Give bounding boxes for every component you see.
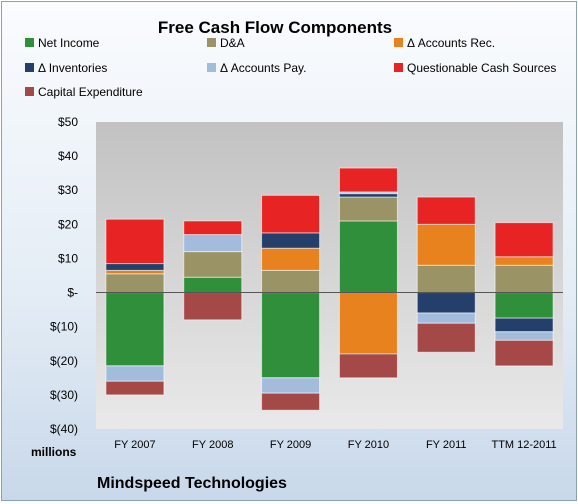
x-tick-label: FY 2009: [270, 439, 311, 451]
bar-segment: [416, 292, 476, 314]
legend-label: D&A: [220, 36, 245, 50]
legend-label: Net Income: [38, 36, 100, 50]
y-tick-label: $40: [58, 149, 78, 163]
bar-segment: [261, 232, 321, 249]
x-tick-label: FY 2010: [348, 439, 389, 451]
bar-segment: [261, 377, 321, 394]
y-tick-label: $20: [58, 217, 78, 231]
y-tick-label: $30: [58, 183, 78, 197]
bar-segment: [105, 380, 165, 396]
bar-segment: [105, 365, 165, 382]
bar-segment: [494, 264, 554, 294]
bar-segment: [494, 256, 554, 266]
bar-segment: [183, 251, 243, 278]
legend: Net Income D&A Δ Accounts Rec. Δ Inventorie…: [25, 36, 556, 99]
y-tick-label: $50: [58, 115, 78, 129]
bar-segment: [494, 292, 554, 319]
bar-segment: [183, 292, 243, 321]
bar-segment: [338, 220, 398, 294]
bar-segment: [494, 317, 554, 333]
legend-swatch: [25, 38, 34, 47]
y-axis: $50 $40 $30 $20 $10 $- $(10) $(20) $(30) $(40): [50, 115, 78, 436]
bar-segment: [494, 331, 554, 341]
legend-label: Δ Accounts Pay.: [220, 61, 307, 75]
legend-label: Δ Inventories: [38, 61, 107, 75]
bar-segment: [105, 292, 165, 367]
bar-segment: [261, 269, 321, 294]
bar-segment: [416, 196, 476, 225]
bar-segment: [105, 218, 165, 265]
legend-label: Questionable Cash Sources: [407, 61, 556, 75]
unit-label: millions: [31, 445, 77, 459]
bar-segment: [338, 167, 398, 193]
legend-swatch: [25, 87, 34, 96]
y-tick-label: $10: [58, 251, 78, 265]
y-tick-label: $(40): [50, 422, 78, 436]
x-axis: FY 2007 FY 2008 FY 2009 FY 2010 FY 2011 TTM 1…: [114, 439, 556, 451]
x-tick-label: TTM 12-2011: [491, 439, 556, 451]
bar-segment: [105, 273, 165, 294]
bar-segment: [105, 263, 165, 271]
legend-swatch: [207, 38, 216, 47]
chart-title: Free Cash Flow Components: [158, 18, 392, 37]
legend-swatch: [25, 63, 34, 72]
bar-segment: [261, 194, 321, 234]
x-tick-label: FY 2008: [192, 439, 233, 451]
y-tick-label: $(30): [50, 388, 78, 402]
y-tick-label: $(20): [50, 354, 78, 368]
legend-swatch: [394, 38, 403, 47]
bar-segment: [338, 292, 398, 355]
legend-label: Δ Accounts Rec.: [407, 36, 495, 50]
company-label: Mindspeed Technologies: [97, 475, 287, 492]
bar-segment: [261, 292, 321, 379]
y-tick-label: $-: [67, 286, 78, 300]
bar-segment: [416, 223, 476, 266]
bar-segment: [416, 322, 476, 353]
bar-segment: [338, 353, 398, 379]
bar-segment: [494, 339, 554, 367]
bar-segment: [338, 193, 398, 198]
bar-segment: [261, 392, 321, 411]
bar-segment: [105, 269, 165, 275]
y-tick-label: $(10): [50, 320, 78, 334]
legend-label: Capital Expenditure: [38, 85, 143, 99]
bar-segment: [416, 264, 476, 294]
bars: [105, 167, 554, 411]
legend-swatch: [394, 63, 403, 72]
bar-segment: [261, 247, 321, 271]
bar-segment: [416, 312, 476, 324]
bar-segment: [494, 222, 554, 258]
legend-swatch: [207, 63, 216, 72]
bar-segment: [183, 234, 243, 253]
x-tick-label: FY 2007: [114, 439, 155, 451]
bar-segment: [338, 196, 398, 222]
plot-area: [96, 122, 563, 429]
x-tick-label: FY 2011: [426, 439, 467, 451]
bar-segment: [183, 276, 243, 294]
bar-segment: [183, 220, 243, 236]
